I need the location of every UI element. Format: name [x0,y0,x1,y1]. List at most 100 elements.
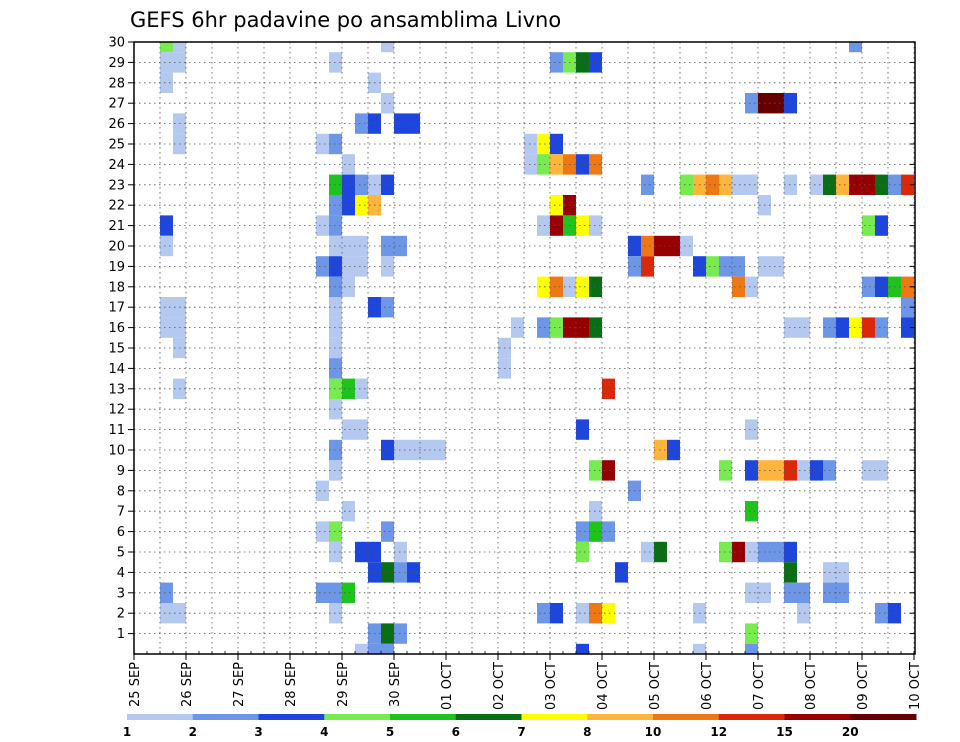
y-tick-label: 7 [117,505,125,520]
heatmap-cell [745,643,758,654]
colorbar-label: 20 [842,725,859,739]
heatmap-cell [667,235,680,257]
colorbar-swatch [784,714,851,720]
x-tick-label: 07 OCT [752,662,767,710]
heatmap-cell [355,195,368,216]
heatmap-cell [550,154,563,175]
heatmap-cell [342,256,355,277]
heatmap-cell [550,603,563,624]
heatmap-cell [576,643,589,654]
x-tick-label: 29 SEP [336,662,351,707]
heatmap-cell [745,582,758,603]
heatmap-cell [355,174,368,195]
colorbar-label: 8 [583,725,591,739]
colorbar-swatch [390,714,457,720]
heatmap-cell [901,297,914,318]
colorbar-label: 4 [320,725,328,739]
heatmap-cell [576,276,589,297]
heatmap-cell [355,256,368,277]
heatmap-cell [160,72,173,93]
heatmap-cell [810,174,823,195]
heatmap-cell [576,52,589,73]
heatmap-cell [836,582,849,603]
heatmap-cell [381,562,394,583]
heatmap-cell [641,174,654,195]
colorbar-swatch [850,714,917,720]
heatmap-cell [797,460,810,481]
colorbar-swatch [324,714,391,720]
heatmap-cell [342,276,355,297]
x-tick-label: 03 OCT [544,662,559,710]
heatmap-cell [862,276,875,297]
heatmap-cell [771,93,784,114]
heatmap-cell [537,133,550,155]
heatmap-cell [576,541,589,563]
heatmap-cell [732,276,745,297]
heatmap-cell [862,317,875,338]
heatmap-cell [537,317,550,338]
colorbar-swatch [258,714,325,720]
heatmap-cell [381,623,394,644]
y-tick-label: 26 [108,117,125,132]
heatmap-cell [342,154,355,175]
heatmap-cell [342,195,355,216]
heatmap-cell [381,235,394,257]
heatmap-cell [797,317,810,338]
y-tick-label: 6 [117,525,125,540]
heatmap-cell [173,42,186,53]
heatmap-cell [537,215,550,236]
x-tick-label: 02 OCT [492,662,507,710]
colorbar-label: 3 [254,725,262,739]
heatmap-cell [797,603,810,624]
y-tick-label: 16 [108,321,125,336]
heatmap-cell [875,215,888,236]
y-tick-label: 8 [117,484,125,499]
heatmap-cell [862,174,875,195]
heatmap-cell [342,378,355,399]
heatmap-cell [836,317,849,338]
x-axis-ticks: 25 SEP 26 SEP 27 SEP 28 SEP 29 SEP 30 SEP 01 O… [128,651,923,710]
heatmap-cell [745,541,758,563]
y-tick-label: 23 [108,178,125,193]
heatmap-cell [745,501,758,522]
y-tick-label: 14 [108,362,125,377]
heatmap-cell [381,439,394,461]
x-tick-label: 30 SEP [388,662,403,707]
heatmap-cell [355,378,368,399]
y-tick-label: 20 [108,240,125,255]
heatmap-cell [381,297,394,318]
x-tick-label: 28 SEP [284,662,299,707]
y-tick-label: 13 [108,382,125,397]
heatmap-cell [693,643,706,654]
heatmap-cell [550,195,563,216]
heatmap-cell [602,378,615,399]
heatmap-cell [771,460,784,481]
heatmap-cell [576,521,589,542]
heatmap-cell [875,317,888,338]
heatmap-cell [875,276,888,297]
heatmap-cell [641,256,654,277]
colorbar-swatch [587,714,654,720]
heatmap-cell [381,93,394,114]
colorbar-label: 6 [452,725,460,739]
heatmap-cell [797,582,810,603]
x-tick-label: 01 OCT [440,662,455,710]
heatmap-cell [160,317,173,338]
y-tick-label: 21 [108,219,125,234]
heatmap-cell [875,460,888,481]
y-tick-label: 29 [108,56,125,71]
heatmap-cell [407,562,420,583]
heatmap-cell [771,541,784,563]
heatmap-cell [511,317,524,338]
heatmap-cell [836,562,849,583]
heatmap-cell [576,317,589,338]
heatmap-cell [342,582,355,603]
heatmap-cell [342,174,355,195]
heatmap-cell [316,521,329,542]
colorbar-swatch [653,714,720,720]
heatmap-cell [160,52,173,73]
x-tick-label: 27 SEP [232,662,247,707]
colorbar-swatch [127,714,194,720]
y-tick-label: 19 [108,260,125,275]
